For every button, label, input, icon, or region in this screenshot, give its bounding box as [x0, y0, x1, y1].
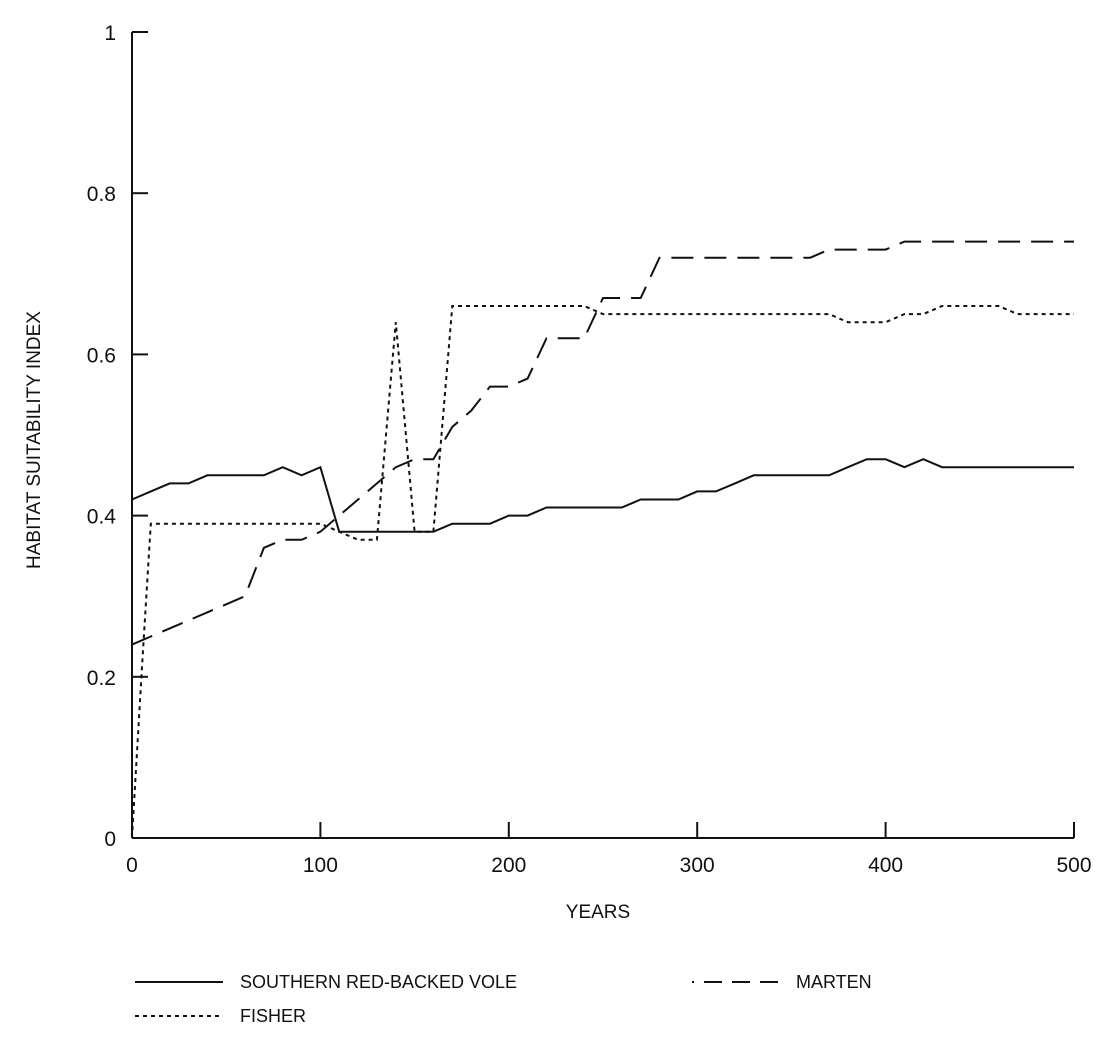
x-tick-label: 100 [303, 854, 338, 877]
series-line-fisher [131, 305, 1074, 839]
x-tick-label: 200 [491, 854, 526, 877]
y-tick-label: 1 [104, 22, 116, 45]
legend-item-vole: SOUTHERN RED-BACKED VOLE [135, 972, 517, 992]
legend-label-marten: MARTEN [796, 972, 872, 992]
legend-label-vole: SOUTHERN RED-BACKED VOLE [240, 972, 517, 992]
series-line-southern-red-backed-vole [131, 458, 1074, 533]
y-ticks: 0 0.2 0.4 0.6 0.8 1 [87, 22, 148, 851]
y-tick-label: 0.8 [87, 183, 116, 206]
y-tick-label: 0.2 [87, 667, 116, 690]
series-line-marten [131, 240, 1074, 646]
legend-label-fisher: FISHER [240, 1006, 306, 1026]
x-axis-title: YEARS [566, 902, 630, 923]
legend-item-fisher: FISHER [135, 1006, 306, 1026]
series-layer [131, 240, 1074, 839]
x-tick-label: 0 [126, 854, 138, 877]
legend-item-marten: MARTEN [692, 972, 872, 992]
legend: SOUTHERN RED-BACKED VOLE MARTEN FISHER [135, 972, 872, 1026]
x-tick-label: 300 [680, 854, 715, 877]
x-ticks: 0 100 200 300 400 500 [126, 822, 1092, 877]
y-axis-title: HABITAT SUITABILITY INDEX [24, 311, 45, 569]
x-tick-label: 400 [868, 854, 903, 877]
y-tick-label: 0.4 [87, 506, 117, 529]
y-tick-label: 0.6 [87, 344, 116, 367]
x-tick-label: 500 [1056, 854, 1091, 877]
y-tick-label: 0 [104, 828, 116, 851]
